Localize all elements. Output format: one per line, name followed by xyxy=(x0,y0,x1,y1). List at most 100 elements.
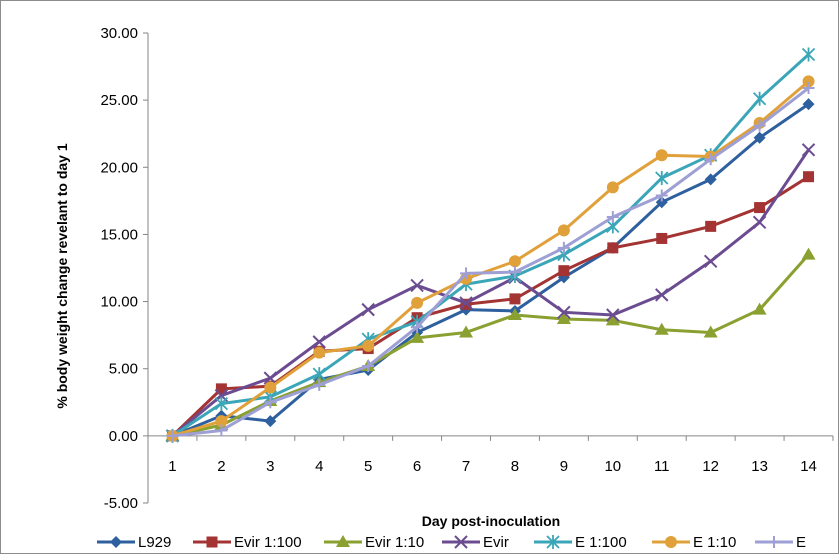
legend-label: E 1:10 xyxy=(693,534,736,551)
data-point xyxy=(606,181,619,194)
legend-swatch-marker xyxy=(546,535,560,549)
series-1 xyxy=(166,171,815,442)
data-point xyxy=(215,383,227,395)
series-line xyxy=(172,253,810,438)
data-point xyxy=(507,308,522,320)
x-tick-labels: 1 2 3 4 5 6 7 8 9 10 11 12 13 14 xyxy=(168,458,817,475)
data-point xyxy=(313,378,326,391)
legend-swatch-marker xyxy=(336,535,350,547)
legend-item: L929 xyxy=(97,534,171,551)
legend-swatch-marker xyxy=(665,536,677,548)
legend: L929 Evir 1:100 Evir 1:10 Evir E 1:100 E 1:10… xyxy=(97,534,806,551)
data-point xyxy=(509,293,521,305)
data-point xyxy=(654,322,669,335)
data-point xyxy=(656,232,668,244)
data-point xyxy=(703,325,718,338)
data-point xyxy=(411,296,424,309)
data-point xyxy=(410,330,425,343)
y-tick-label: 10.00 xyxy=(100,294,138,311)
data-point xyxy=(557,305,571,320)
x-tick-label: 5 xyxy=(364,458,372,475)
x-tick-label: 3 xyxy=(266,458,274,475)
x-tick-label: 2 xyxy=(217,458,225,475)
data-point xyxy=(557,241,570,254)
legend-swatch-marker xyxy=(206,536,218,548)
data-point xyxy=(508,255,521,268)
data-point xyxy=(410,278,424,293)
y-tick-label: 20.00 xyxy=(100,159,138,176)
data-point xyxy=(411,321,424,334)
legend-item: E xyxy=(755,534,806,551)
series-group xyxy=(165,47,816,443)
x-tick-label: 12 xyxy=(702,458,719,475)
data-point xyxy=(215,424,228,437)
series-2 xyxy=(165,247,816,441)
data-point xyxy=(803,171,815,183)
series-line xyxy=(171,53,810,438)
data-point xyxy=(460,267,473,280)
x-tick-label: 13 xyxy=(751,458,768,475)
y-axis-title-group: % body weight change revelant to day 1 xyxy=(54,143,70,408)
data-point xyxy=(752,302,767,315)
legend-swatch-marker xyxy=(110,536,122,548)
data-point xyxy=(508,266,521,279)
y-tick-label: 25.00 xyxy=(100,92,138,109)
y-tick-label: -5.00 xyxy=(104,495,138,512)
series-line xyxy=(172,86,810,438)
legend-label: E 1:100 xyxy=(575,534,627,551)
data-point xyxy=(215,415,228,428)
data-point xyxy=(655,171,669,186)
data-point xyxy=(214,396,229,411)
x-tick-label: 11 xyxy=(654,458,670,475)
data-point xyxy=(754,202,766,214)
data-point xyxy=(606,210,619,223)
data-point xyxy=(312,335,326,349)
data-point xyxy=(313,346,326,359)
series-3 xyxy=(165,143,816,443)
y-tick-label: 5.00 xyxy=(109,361,138,378)
series-6 xyxy=(166,82,815,442)
data-point xyxy=(606,308,620,322)
data-point xyxy=(753,131,766,144)
data-point xyxy=(362,339,375,352)
data-point xyxy=(655,189,668,202)
legend-swatch-marker xyxy=(768,536,780,548)
axes xyxy=(143,32,834,504)
data-point xyxy=(263,371,278,385)
data-point xyxy=(655,288,669,302)
series-line xyxy=(171,148,810,438)
data-point xyxy=(802,98,815,111)
data-point xyxy=(705,220,717,232)
data-point xyxy=(704,173,717,186)
x-tick-label: 14 xyxy=(800,458,817,475)
data-point xyxy=(801,47,816,62)
data-point xyxy=(556,312,571,325)
x-axis-title: Day post-inoculation xyxy=(422,513,560,529)
legend-swatch-marker xyxy=(454,535,468,549)
legend-item: Evir 1:10 xyxy=(324,534,424,551)
legend-item: Evir xyxy=(442,534,509,551)
y-tick-label: 30.00 xyxy=(100,25,138,42)
x-tick-label: 8 xyxy=(511,458,519,475)
data-point xyxy=(264,381,277,394)
data-point xyxy=(166,429,179,442)
data-point xyxy=(264,396,277,409)
y-axis-title: % body weight change revelant to day 1 xyxy=(54,143,70,408)
x-tick-label: 6 xyxy=(413,458,421,475)
data-point xyxy=(801,143,816,157)
data-point xyxy=(557,224,570,237)
series-line xyxy=(171,102,810,438)
legend-label: Evir xyxy=(483,534,509,551)
data-point xyxy=(312,367,326,382)
data-point xyxy=(605,313,620,326)
data-point xyxy=(264,415,277,428)
x-tick-label: 7 xyxy=(462,458,470,475)
y-tick-label: 0.00 xyxy=(109,428,138,445)
data-point xyxy=(753,119,766,132)
legend-label: Evir 1:10 xyxy=(365,534,424,551)
x-tick-label: 4 xyxy=(315,458,323,475)
legend-item: E 1:100 xyxy=(534,534,627,551)
data-point xyxy=(558,265,570,277)
